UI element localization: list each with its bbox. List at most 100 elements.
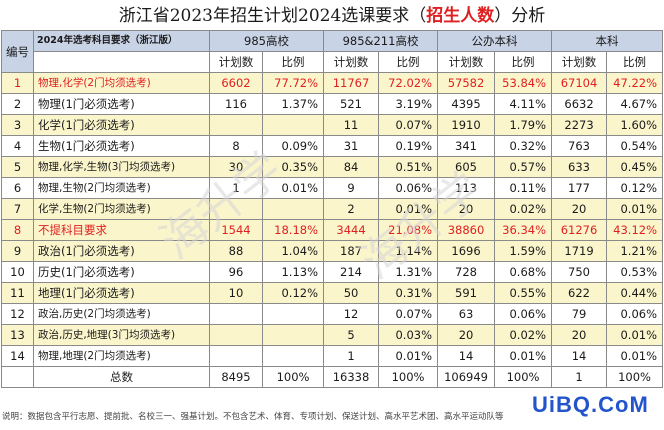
plan-count-cell: 9 [323, 177, 380, 199]
ratio-cell: 0.06% [606, 303, 664, 325]
ratio-cell [261, 114, 325, 136]
table-row: 9 政治(1门必须选考) 88 1.04% 187 1.14% 1696 1.59% 1719 1… [1, 240, 664, 262]
title-highlight: 招生人数 [426, 6, 495, 26]
row-number: 3 [1, 114, 34, 136]
table-row: 8 不提科目要求 1544 18.18% 3444 21.08% 38860 36.34% 61… [1, 219, 664, 241]
header-plan: 计划数 [551, 51, 608, 73]
table-row: 10 历史(1门必须选考) 96 1.13% 214 1.31% 728 0.68% 750 0.… [1, 261, 664, 283]
header-no: 编号 [1, 30, 34, 73]
ratio-cell: 0.01% [606, 324, 664, 346]
plan-count-cell: 67104 [551, 72, 608, 94]
row-requirement: 不提科目要求 [33, 219, 210, 241]
total-label: 总数 [33, 366, 210, 388]
row-number: 14 [1, 345, 34, 367]
ratio-cell: 0.51% [378, 156, 439, 178]
plan-count-cell: 84 [323, 156, 380, 178]
plan-count-cell: 20 [437, 324, 496, 346]
ratio-cell: 0.19% [378, 135, 439, 157]
total-cell: 16338 [323, 366, 380, 388]
plan-count-cell: 20 [437, 198, 496, 220]
header-plan: 计划数 [323, 51, 380, 73]
table-row: 11 地理(1门必须选考) 10 0.12% 50 0.31% 591 0.55% 622 0.4… [1, 282, 664, 304]
row-number: 6 [1, 177, 34, 199]
plan-count-cell [209, 303, 263, 325]
ratio-cell: 0.02% [494, 198, 553, 220]
ratio-cell: 0.01% [378, 345, 439, 367]
ratio-cell: 0.01% [606, 345, 664, 367]
row-number: 10 [1, 261, 34, 283]
ratio-cell: 36.34% [494, 219, 553, 241]
header-req-blank [33, 51, 210, 73]
ratio-cell: 0.06% [494, 303, 553, 325]
ratio-cell: 0.01% [261, 177, 325, 199]
plan-count-cell: 2 [323, 198, 380, 220]
ratio-cell [261, 198, 325, 220]
table-row: 7 化学,生物(2门均须选考) 2 0.01% 20 0.02% 20 0.01% [1, 198, 664, 220]
row-requirement: 地理(1门必须选考) [33, 282, 210, 304]
plan-count-cell: 14 [437, 345, 496, 367]
ratio-cell: 0.35% [261, 156, 325, 178]
ratio-cell: 0.02% [494, 324, 553, 346]
ratio-cell: 1.21% [606, 240, 664, 262]
row-requirement: 生物(1门必须选考) [33, 135, 210, 157]
ratio-cell: 0.09% [261, 135, 325, 157]
plan-count-cell [209, 345, 263, 367]
plan-count-cell: 113 [437, 177, 496, 199]
ratio-cell: 0.44% [606, 282, 664, 304]
ratio-cell [261, 345, 325, 367]
table-row: 1 物理,化学(2门均须选考) 6602 77.72% 11767 72.02% 57582… [1, 72, 664, 94]
table-row: 14 物理,地理(2门均须选考) 1 0.01% 14 0.01% 14 0.01% [1, 345, 664, 367]
ratio-cell: 0.55% [494, 282, 553, 304]
row-number: 11 [1, 282, 34, 304]
ratio-cell: 4.67% [606, 93, 664, 115]
plan-count-cell: 31 [323, 135, 380, 157]
ratio-cell: 72.02% [378, 72, 439, 94]
row-requirement: 政治(1门必须选考) [33, 240, 210, 262]
ratio-cell: 0.32% [494, 135, 553, 157]
table-row: 5 物理,化学,生物(3门均须选考) 30 0.35% 84 0.51% 605 0.57% 6… [1, 156, 664, 178]
ratio-cell: 1.59% [494, 240, 553, 262]
row-number: 1 [1, 72, 34, 94]
table-row: 3 化学(1门必须选考) 11 0.07% 1910 1.79% 2273 1.60% [1, 114, 664, 136]
plan-count-cell: 116 [209, 93, 263, 115]
ratio-cell: 3.19% [378, 93, 439, 115]
row-requirement: 政治,历史,地理(3门均须选考) [33, 324, 210, 346]
plan-count-cell: 79 [551, 303, 608, 325]
ratio-cell: 0.01% [378, 198, 439, 220]
plan-count-cell: 591 [437, 282, 496, 304]
header-ratio: 比例 [606, 51, 664, 73]
ratio-cell: 53.84% [494, 72, 553, 94]
ratio-cell [261, 303, 325, 325]
ratio-cell: 47.22% [606, 72, 664, 94]
header-req: 2024年选考科目要求（浙江版） [33, 30, 210, 52]
row-requirement: 化学,生物(2门均须选考) [33, 198, 210, 220]
plan-count-cell: 1910 [437, 114, 496, 136]
plan-count-cell: 10 [209, 282, 263, 304]
plan-count-cell: 6632 [551, 93, 608, 115]
requirements-table: 编号 2024年选考科目要求（浙江版） 985高校 985&211高校 公办本科… [1, 30, 664, 388]
header-ratio: 比例 [378, 51, 439, 73]
total-cell: 100% [378, 366, 439, 388]
plan-count-cell: 8 [209, 135, 263, 157]
row-number: 5 [1, 156, 34, 178]
row-requirement: 物理,化学(2门均须选考) [33, 72, 210, 94]
plan-count-cell: 63 [437, 303, 496, 325]
table-row: 2 物理(1门必须选考) 116 1.37% 521 3.19% 4395 4.11% 6632… [1, 93, 664, 115]
plan-count-cell: 214 [323, 261, 380, 283]
total-no-blank [1, 366, 34, 388]
header-ratio: 比例 [494, 51, 553, 73]
logo-text: UiBQ.CoM [532, 392, 649, 417]
table-row: 6 物理,生物(2门均须选考) 1 0.01% 9 0.06% 113 0.11% 177 0.1… [1, 177, 664, 199]
ratio-cell: 1.37% [261, 93, 325, 115]
header-ratio: 比例 [261, 51, 325, 73]
plan-count-cell: 30 [209, 156, 263, 178]
row-number: 2 [1, 93, 34, 115]
plan-count-cell: 763 [551, 135, 608, 157]
plan-count-cell: 38860 [437, 219, 496, 241]
plan-count-cell: 61276 [551, 219, 608, 241]
header-group-985: 985高校 [208, 30, 325, 52]
table-row: 12 政治,历史(2门均须选考) 12 0.07% 63 0.06% 79 0.06% [1, 303, 664, 325]
plan-count-cell: 633 [551, 156, 608, 178]
row-requirement: 物理,地理(2门均须选考) [33, 345, 210, 367]
row-number: 12 [1, 303, 34, 325]
